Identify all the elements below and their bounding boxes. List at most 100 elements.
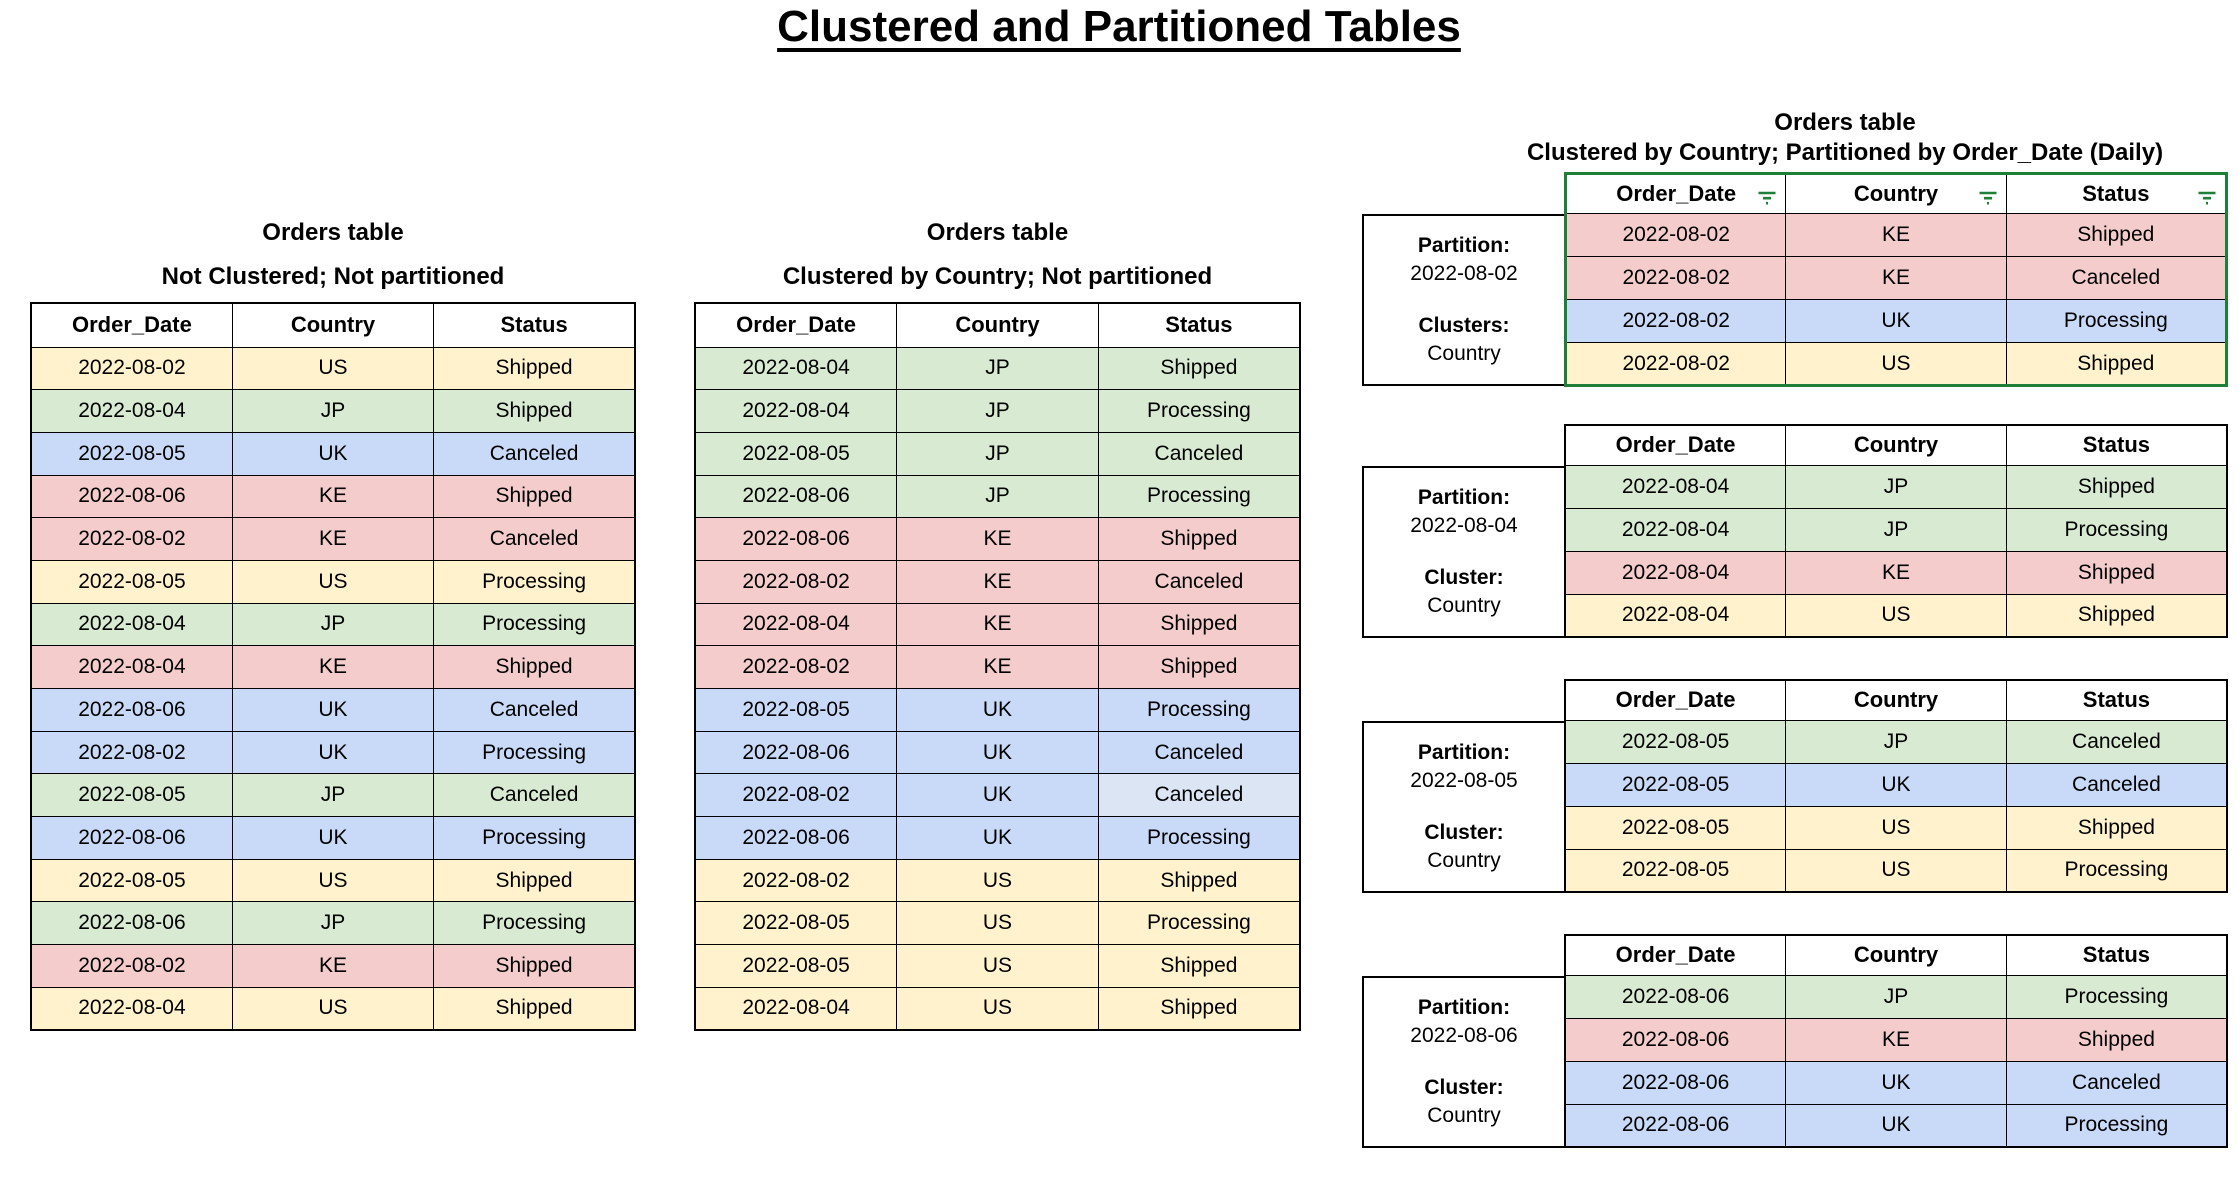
status-cell: Canceled xyxy=(2005,1060,2228,1105)
date-cell: 2022-08-06 xyxy=(1564,1060,1787,1105)
column-header-country: Country xyxy=(1785,679,2007,721)
partition-label: Partition: xyxy=(1417,741,1511,764)
table-header: Order_Date Country Status xyxy=(1564,934,2228,976)
column-header-label: Status xyxy=(1165,312,1233,338)
date-cell: 2022-08-05 xyxy=(694,431,898,476)
column-header-status: Status xyxy=(2005,424,2228,466)
table-row: 2022-08-05 US Processing xyxy=(694,901,1301,946)
country-cell: UK xyxy=(231,688,435,732)
partition-value: 2022-08-05 xyxy=(1410,769,1518,792)
status-cell: Shipped xyxy=(2005,464,2228,509)
orders-table-clustered: Order_Date Country Status 2022-08-04 JP Shipp… xyxy=(694,302,1301,1031)
table-row: 2022-08-05 US Processing xyxy=(1564,848,2228,893)
status-cell: Processing xyxy=(1097,816,1301,860)
table-title: Orders table xyxy=(926,219,1069,246)
column-header-order_date: Order_Date xyxy=(1564,424,1787,466)
column-header-country: Country xyxy=(896,302,1099,348)
status-cell: Shipped xyxy=(433,944,636,988)
header-row: Order_Date Country Status xyxy=(1564,424,2228,466)
table-row: 2022-08-04 US Shipped xyxy=(1564,593,2228,638)
table-row: 2022-08-06 UK Processing xyxy=(30,816,636,860)
column-header-label: Order_Date xyxy=(71,312,192,338)
status-cell: Canceled xyxy=(1097,773,1301,818)
status-cell: Processing xyxy=(1097,688,1301,732)
country-cell: UK xyxy=(1785,1060,2007,1105)
column-header-country: Country xyxy=(1785,173,2007,214)
date-cell: 2022-08-04 xyxy=(30,986,233,1031)
status-cell: Shipped xyxy=(433,474,636,519)
status-cell: Canceled xyxy=(433,431,636,476)
country-cell: KE xyxy=(896,645,1099,689)
column-header-country: Country xyxy=(231,302,435,348)
date-cell: 2022-08-05 xyxy=(694,901,898,946)
status-cell: Shipped xyxy=(2005,213,2228,257)
table-row: 2022-08-05 US Shipped xyxy=(30,858,636,903)
status-cell: Shipped xyxy=(1097,517,1301,561)
status-cell: Processing xyxy=(2005,1103,2228,1148)
date-cell: 2022-08-02 xyxy=(694,858,898,903)
table-row: 2022-08-05 JP Canceled xyxy=(1564,719,2228,764)
table-subtitle: Clustered by Country; Not partitioned xyxy=(782,263,1213,290)
country-cell: UK xyxy=(231,816,435,860)
country-cell: US xyxy=(231,986,435,1031)
table-header: Order_Date Country Status xyxy=(694,302,1301,348)
country-cell: KE xyxy=(1785,256,2007,300)
status-cell: Shipped xyxy=(433,858,636,903)
date-cell: 2022-08-04 xyxy=(694,346,898,391)
partition-value: 2022-08-04 xyxy=(1410,514,1518,537)
table-row: 2022-08-05 UK Canceled xyxy=(1564,762,2228,807)
country-cell: US xyxy=(231,858,435,903)
header-row: Order_Date Country Status xyxy=(30,302,636,348)
header-row: Order_Date Country Status xyxy=(1564,173,2228,214)
column-header-order_date: Order_Date xyxy=(30,302,233,348)
status-cell: Canceled xyxy=(433,688,636,732)
column-header-label: Order_Date xyxy=(1615,432,1736,458)
country-cell: JP xyxy=(896,346,1099,391)
column-header-label: Order_Date xyxy=(1615,687,1736,713)
column-header-order_date: Order_Date xyxy=(1564,934,1787,976)
cluster-value: Country xyxy=(1427,1104,1501,1127)
column-header-order_date: Order_Date xyxy=(1564,173,1787,214)
column-header-label: Order_Date xyxy=(1616,181,1737,206)
status-cell: Processing xyxy=(433,602,636,647)
table-row: 2022-08-02 KE Canceled xyxy=(30,517,636,561)
filter-icon xyxy=(2196,186,2218,205)
partition-value: 2022-08-02 xyxy=(1410,262,1518,285)
partition-block: Partition: 2022-08-05 Cluster: Country Order… xyxy=(1362,679,2228,895)
right-section-titles: Orders table Clustered by Country; Parti… xyxy=(1462,108,2228,168)
country-cell: KE xyxy=(231,944,435,988)
table-row: 2022-08-02 KE Shipped xyxy=(30,944,636,988)
filter-icon xyxy=(1977,186,1999,205)
table-body: 2022-08-02 KE Shipped 2022-08-02 KE Canceled 2… xyxy=(1564,213,2228,386)
status-cell: Canceled xyxy=(2005,256,2228,300)
date-cell: 2022-08-06 xyxy=(30,901,233,946)
country-cell: KE xyxy=(1785,213,2007,257)
column-header-status: Status xyxy=(2005,934,2228,976)
status-cell: Processing xyxy=(1097,389,1301,433)
table-row: 2022-08-05 UK Processing xyxy=(694,688,1301,732)
column-header-status: Status xyxy=(1097,302,1301,348)
country-cell: JP xyxy=(1785,719,2007,764)
column-header-country: Country xyxy=(1785,934,2007,976)
date-cell: 2022-08-04 xyxy=(1564,507,1787,552)
partition-block: Partition: 2022-08-06 Cluster: Country Order… xyxy=(1362,934,2228,1150)
country-cell: JP xyxy=(896,431,1099,476)
table-row: 2022-08-02 KE Shipped xyxy=(1564,213,2228,257)
date-cell: 2022-08-06 xyxy=(30,816,233,860)
status-cell: Shipped xyxy=(1097,645,1301,689)
column-header-label: Status xyxy=(2082,687,2151,713)
status-cell: Processing xyxy=(2005,974,2228,1019)
date-cell: 2022-08-02 xyxy=(1564,213,1787,257)
country-cell: JP xyxy=(231,901,435,946)
date-cell: 2022-08-06 xyxy=(694,517,898,561)
status-cell: Canceled xyxy=(1097,431,1301,476)
date-cell: 2022-08-06 xyxy=(1564,1017,1787,1062)
status-cell: Processing xyxy=(433,730,636,775)
orders-table-partitioned-section: Orders table Clustered by Country; Parti… xyxy=(1362,104,2228,1170)
table-row: 2022-08-02 UK Processing xyxy=(1564,299,2228,343)
status-cell: Processing xyxy=(2005,507,2228,552)
date-cell: 2022-08-06 xyxy=(1564,974,1787,1019)
country-cell: JP xyxy=(1785,507,2007,552)
partition-value: 2022-08-06 xyxy=(1410,1024,1518,1047)
date-cell: 2022-08-02 xyxy=(30,730,233,775)
